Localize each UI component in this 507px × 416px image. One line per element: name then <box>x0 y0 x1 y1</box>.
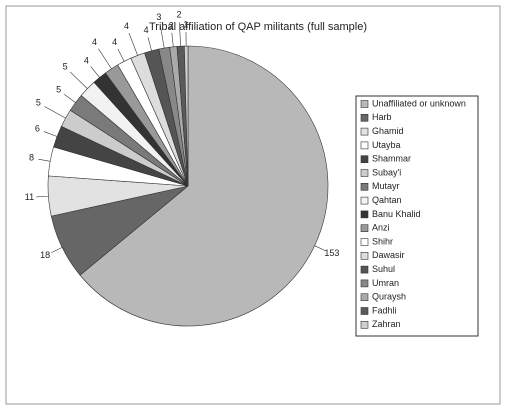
legend-swatch <box>361 142 368 149</box>
legend-swatch <box>361 211 368 218</box>
data-label: 4 <box>112 37 117 47</box>
legend-label: Zahran <box>372 319 401 329</box>
legend-label: Mutayr <box>372 181 400 191</box>
legend-label: Subay'i <box>372 167 401 177</box>
data-label: 11 <box>25 192 34 202</box>
data-label: 4 <box>144 25 149 35</box>
data-label: 153 <box>324 248 339 258</box>
legend-swatch <box>361 294 368 301</box>
legend-label: Quraysh <box>372 292 406 302</box>
legend-label: Shihr <box>372 236 393 246</box>
data-label: 6 <box>35 123 40 133</box>
legend-label: Utayba <box>372 140 401 150</box>
data-label: 5 <box>63 61 68 71</box>
legend-swatch <box>361 128 368 135</box>
legend-swatch <box>361 156 368 163</box>
data-label: 8 <box>29 152 34 162</box>
legend-swatch <box>361 170 368 177</box>
legend-label: Dawasir <box>372 250 405 260</box>
data-label: 4 <box>124 21 129 31</box>
legend-swatch <box>361 225 368 232</box>
legend-label: Suhul <box>372 264 395 274</box>
legend-swatch <box>361 239 368 246</box>
legend-swatch <box>361 197 368 204</box>
data-label: 18 <box>40 250 50 260</box>
legend-label: Harb <box>372 112 392 122</box>
data-label: 2 <box>177 10 182 20</box>
data-label: 4 <box>92 37 97 47</box>
legend-swatch <box>361 321 368 328</box>
legend-label: Qahtan <box>372 195 402 205</box>
legend-label: Unaffiliated or unknown <box>372 98 466 108</box>
chart-title: Tribal affiliation of QAP militants (ful… <box>149 21 367 33</box>
legend-label: Umran <box>372 278 399 288</box>
data-label: 5 <box>56 85 61 95</box>
data-label: 5 <box>36 97 41 107</box>
legend-swatch <box>361 114 368 121</box>
legend-label: Anzi <box>372 223 390 233</box>
data-label: 3 <box>156 12 161 22</box>
legend-swatch <box>361 280 368 287</box>
legend-label: Banu Khalid <box>372 209 421 219</box>
legend-swatch <box>361 266 368 273</box>
legend-swatch <box>361 252 368 259</box>
legend-swatch <box>361 308 368 315</box>
data-label: 2 <box>169 20 174 30</box>
legend-label: Ghamid <box>372 126 404 136</box>
legend-label: Fadhli <box>372 305 397 315</box>
legend-swatch <box>361 183 368 190</box>
data-label: 4 <box>84 56 89 66</box>
data-label: 1 <box>183 19 188 29</box>
legend-label: Shammar <box>372 154 411 164</box>
legend-swatch <box>361 101 368 108</box>
